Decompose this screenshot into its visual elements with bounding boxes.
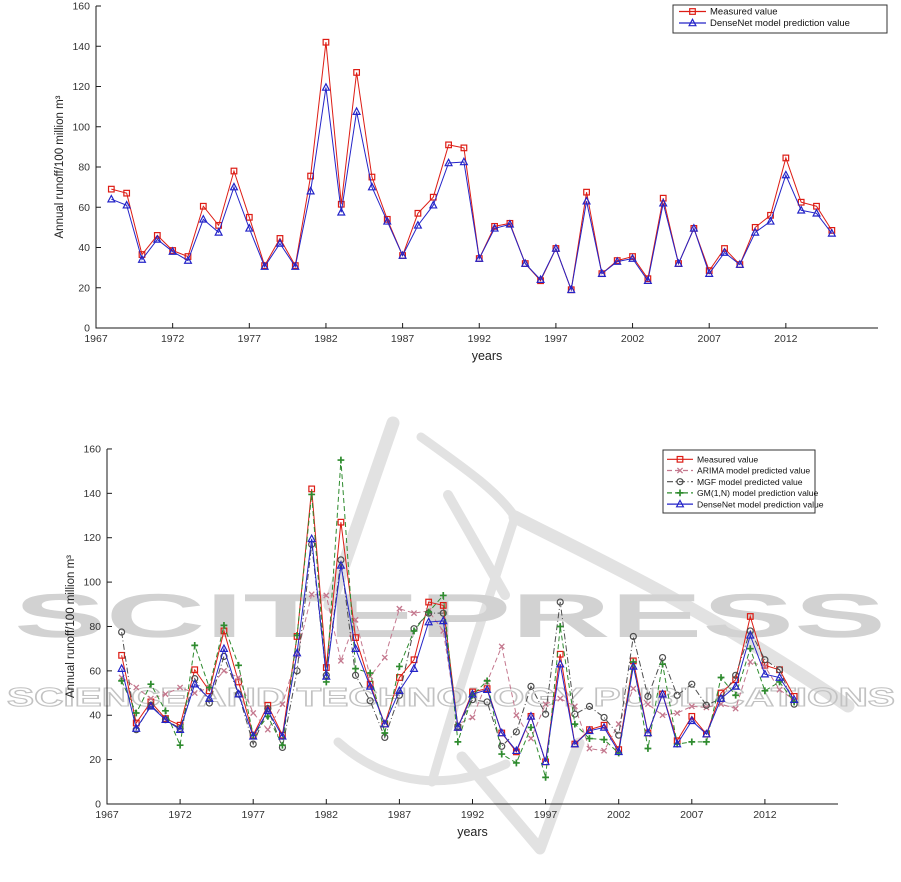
bottom-ylabel: Annual runoff/100 million m³ (65, 555, 77, 698)
bottom-y-tick-label: 20 (89, 754, 101, 766)
top-x-tick-label: 1972 (161, 333, 185, 345)
bottom-legend-item-densenet-model-prediction-value: DenseNet model prediction value (667, 499, 824, 509)
top-x-tick-label: 1987 (391, 333, 415, 345)
top-y-tick-label: 100 (72, 121, 90, 133)
bottom-y-tick-label: 40 (89, 710, 101, 722)
top-x-tick-label: 1997 (544, 333, 568, 345)
top-legend-label: Measured value (710, 7, 778, 18)
bottom-xlabel: years (457, 825, 488, 839)
bottom-y-tick-label: 160 (83, 443, 101, 455)
top-x-tick-label: 1977 (238, 333, 262, 345)
bottom-x-tick-label: 2007 (680, 809, 704, 821)
watermark-scitepress-text: SCITEPRESS (14, 582, 886, 651)
bottom-y-ticks: 0 20 40 60 80 100 120 140 160 (83, 443, 112, 811)
bottom-x-tick-label: 2002 (607, 809, 631, 821)
bottom-x-ticks: 1967 1972 1977 1982 1987 1992 1997 2002 2007 2012 (95, 799, 777, 821)
bottom-legend-item-measured-value: Measured value (667, 455, 758, 465)
bottom-y-tick-label: 140 (83, 488, 101, 500)
bottom-y-tick-label: 120 (83, 532, 101, 544)
top-x-ticks: 1967 1972 1977 1982 1987 1992 1997 2002 2007 2012 (84, 323, 798, 345)
top-y-tick-label: 120 (72, 81, 90, 93)
top-y-tick-label: 160 (72, 1, 90, 13)
top-axes (95, 6, 878, 329)
bottom-y-tick-label: 60 (89, 665, 101, 677)
top-x-tick-label: 1967 (84, 333, 108, 345)
bottom-legend-label: ARIMA model predicted value (697, 466, 810, 476)
top-x-tick-label: 2002 (621, 333, 645, 345)
bottom-chart: 0 20 40 60 80 100 120 140 160 1967 1972 1977 1982 198… (65, 443, 838, 839)
bottom-legend-label: Measured value (697, 455, 758, 465)
bottom-x-tick-label: 1972 (168, 809, 192, 821)
top-x-tick-label: 1992 (468, 333, 492, 345)
bottom-x-tick-label: 1997 (534, 809, 558, 821)
top-chart: 0 20 40 60 80 100 120 140 160 1967 1972 1977 1982 198… (54, 1, 888, 363)
top-series-measured-value (107, 38, 836, 294)
top-y-tick-label: 80 (78, 162, 90, 174)
top-series-densenet-model-prediction-value (106, 82, 837, 294)
bottom-y-tick-label: 80 (89, 621, 101, 633)
watermark-logo-art (323, 416, 855, 855)
top-ylabel: Annual runoff/100 million m³ (54, 95, 66, 238)
top-y-tick-label: 60 (78, 202, 90, 214)
bottom-x-tick-label: 2012 (753, 809, 777, 821)
bottom-legend-label: MGF model predicted value (697, 477, 803, 487)
top-x-tick-label: 2007 (698, 333, 722, 345)
bottom-x-tick-label: 1977 (242, 809, 266, 821)
bottom-legend-item-arima-model-predicted-value: ARIMA model predicted value (667, 466, 810, 476)
bottom-x-tick-label: 1982 (315, 809, 339, 821)
bottom-legend-label: GM(1,N) model prediction value (697, 488, 819, 498)
top-y-ticks: 0 20 40 60 80 100 120 140 160 (72, 1, 101, 335)
top-x-tick-label: 2012 (774, 333, 798, 345)
bottom-legend-item-mgf-model-predicted-value: MGF model predicted value (667, 477, 803, 487)
bottom-legend-label: DenseNet model prediction value (697, 499, 824, 509)
top-legend-item-measured-value: Measured value (679, 7, 778, 18)
bottom-y-tick-label: 0 (95, 799, 101, 811)
top-legend-item-densenet-model-prediction-value: DenseNet model prediction value (679, 18, 850, 29)
top-xlabel: years (472, 349, 503, 363)
top-y-tick-label: 0 (84, 323, 90, 335)
top-y-tick-label: 40 (78, 242, 90, 254)
top-legend-label: DenseNet model prediction value (710, 18, 850, 29)
bottom-x-tick-label: 1967 (95, 809, 119, 821)
top-x-tick-label: 1982 (314, 333, 338, 345)
bottom-y-tick-label: 100 (83, 577, 101, 589)
bottom-series-densenet-model-prediction-value (117, 533, 799, 766)
top-y-tick-label: 20 (78, 282, 90, 294)
bottom-legend-item-gm-1-n-model-prediction-value: GM(1,N) model prediction value (667, 488, 819, 498)
bottom-x-tick-label: 1987 (388, 809, 412, 821)
top-y-tick-label: 140 (72, 41, 90, 53)
bottom-x-tick-label: 1992 (461, 809, 485, 821)
